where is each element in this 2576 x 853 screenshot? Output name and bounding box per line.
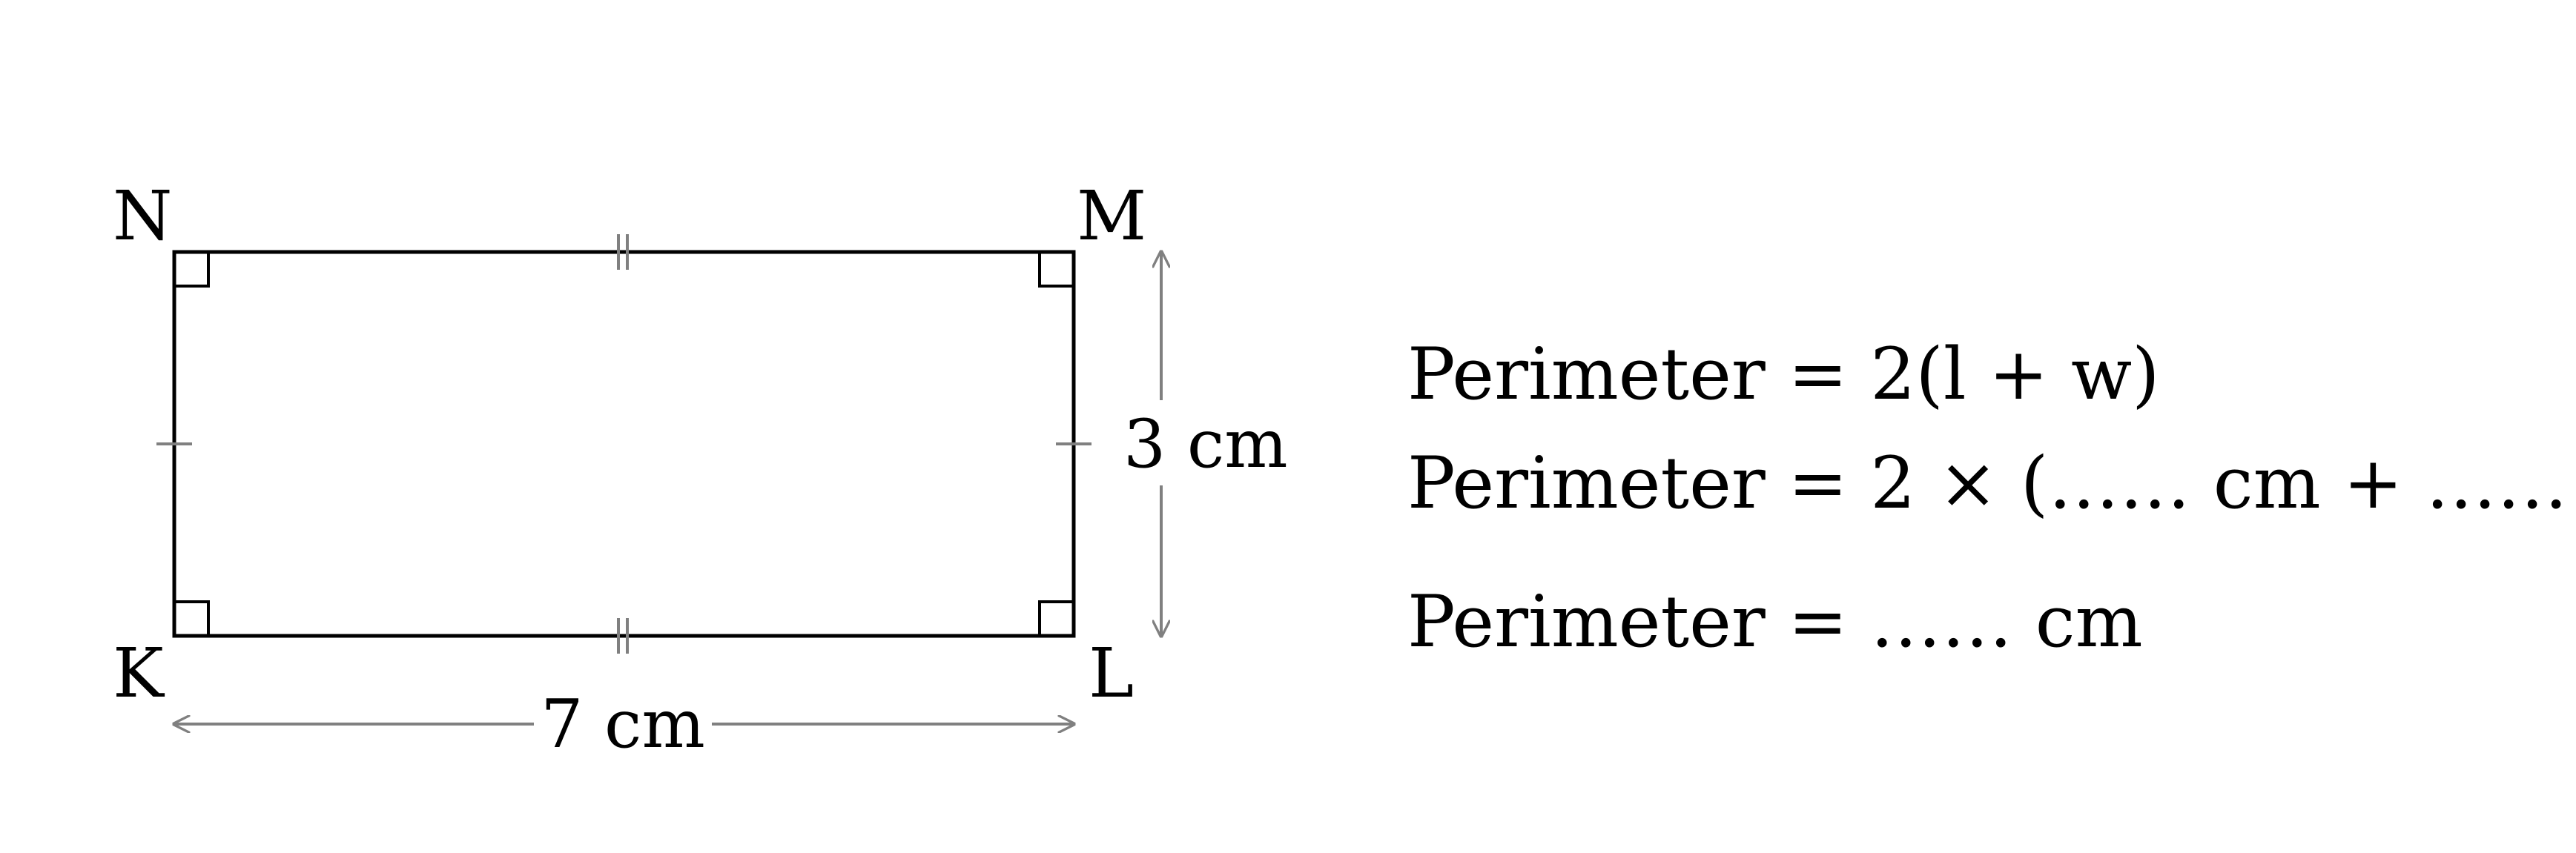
width-dimension: 7 cm — [174, 686, 1074, 763]
rectangle-klmn — [172, 250, 1076, 638]
right-angle-l — [1038, 600, 1074, 636]
vertex-label-l: L — [1089, 634, 1134, 713]
width-label: 7 cm — [541, 686, 705, 763]
vertex-label-k: K — [113, 634, 165, 713]
height-dimension: 3 cm — [1123, 252, 1288, 636]
right-angle-m — [1038, 252, 1074, 288]
vertex-label-n: N — [113, 176, 173, 256]
equation-perimeter-substitution: Perimeter = 2 × (…… cm + …… cm) — [1407, 442, 2576, 525]
right-angle-n — [174, 252, 210, 288]
right-angle-markers — [174, 252, 1074, 636]
equation-perimeter-result: Perimeter = …… cm — [1407, 580, 2143, 663]
tick-marks — [156, 234, 1092, 654]
equation-perimeter-formula: Perimeter = 2(l + w) — [1407, 333, 2160, 416]
right-angle-k — [174, 600, 210, 636]
height-label: 3 cm — [1123, 405, 1288, 483]
vertex-label-m: M — [1077, 176, 1146, 256]
